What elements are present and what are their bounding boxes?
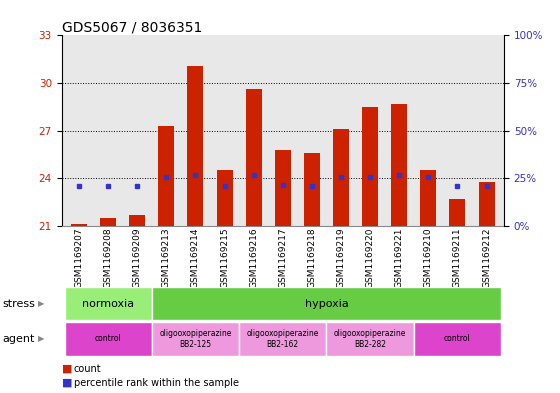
Text: ▶: ▶	[38, 334, 45, 343]
Bar	[421, 171, 436, 226]
Text: hypoxia: hypoxia	[305, 299, 348, 309]
Bar	[239, 322, 326, 356]
Text: normoxia: normoxia	[82, 299, 134, 309]
Bar	[152, 287, 501, 320]
Text: control: control	[444, 334, 471, 343]
Text: control: control	[95, 334, 122, 343]
Bar	[64, 322, 152, 356]
Text: agent: agent	[3, 334, 35, 344]
Bar	[304, 153, 320, 226]
Bar	[275, 150, 291, 226]
Text: count: count	[74, 364, 101, 374]
Bar	[333, 129, 349, 226]
Text: GDS5067 / 8036351: GDS5067 / 8036351	[62, 20, 202, 34]
Text: oligooxopiperazine
BB2-125: oligooxopiperazine BB2-125	[159, 329, 232, 349]
Text: ▶: ▶	[38, 299, 45, 308]
Bar	[414, 322, 501, 356]
Text: oligooxopiperazine
BB2-162: oligooxopiperazine BB2-162	[246, 329, 319, 349]
Bar	[362, 107, 378, 226]
Text: ■: ■	[62, 378, 72, 388]
Bar	[217, 171, 232, 226]
Bar	[326, 322, 414, 356]
Bar	[188, 66, 203, 226]
Bar	[391, 104, 407, 226]
Text: stress: stress	[3, 299, 36, 309]
Bar	[450, 199, 465, 226]
Bar	[64, 287, 152, 320]
Bar	[158, 126, 174, 226]
Bar	[71, 224, 87, 226]
Bar	[100, 218, 116, 226]
Text: percentile rank within the sample: percentile rank within the sample	[74, 378, 239, 388]
Text: ■: ■	[62, 364, 72, 374]
Text: oligooxopiperazine
BB2-282: oligooxopiperazine BB2-282	[334, 329, 407, 349]
Bar	[129, 215, 145, 226]
Bar	[246, 89, 262, 226]
Bar	[152, 322, 239, 356]
Bar	[479, 182, 494, 226]
